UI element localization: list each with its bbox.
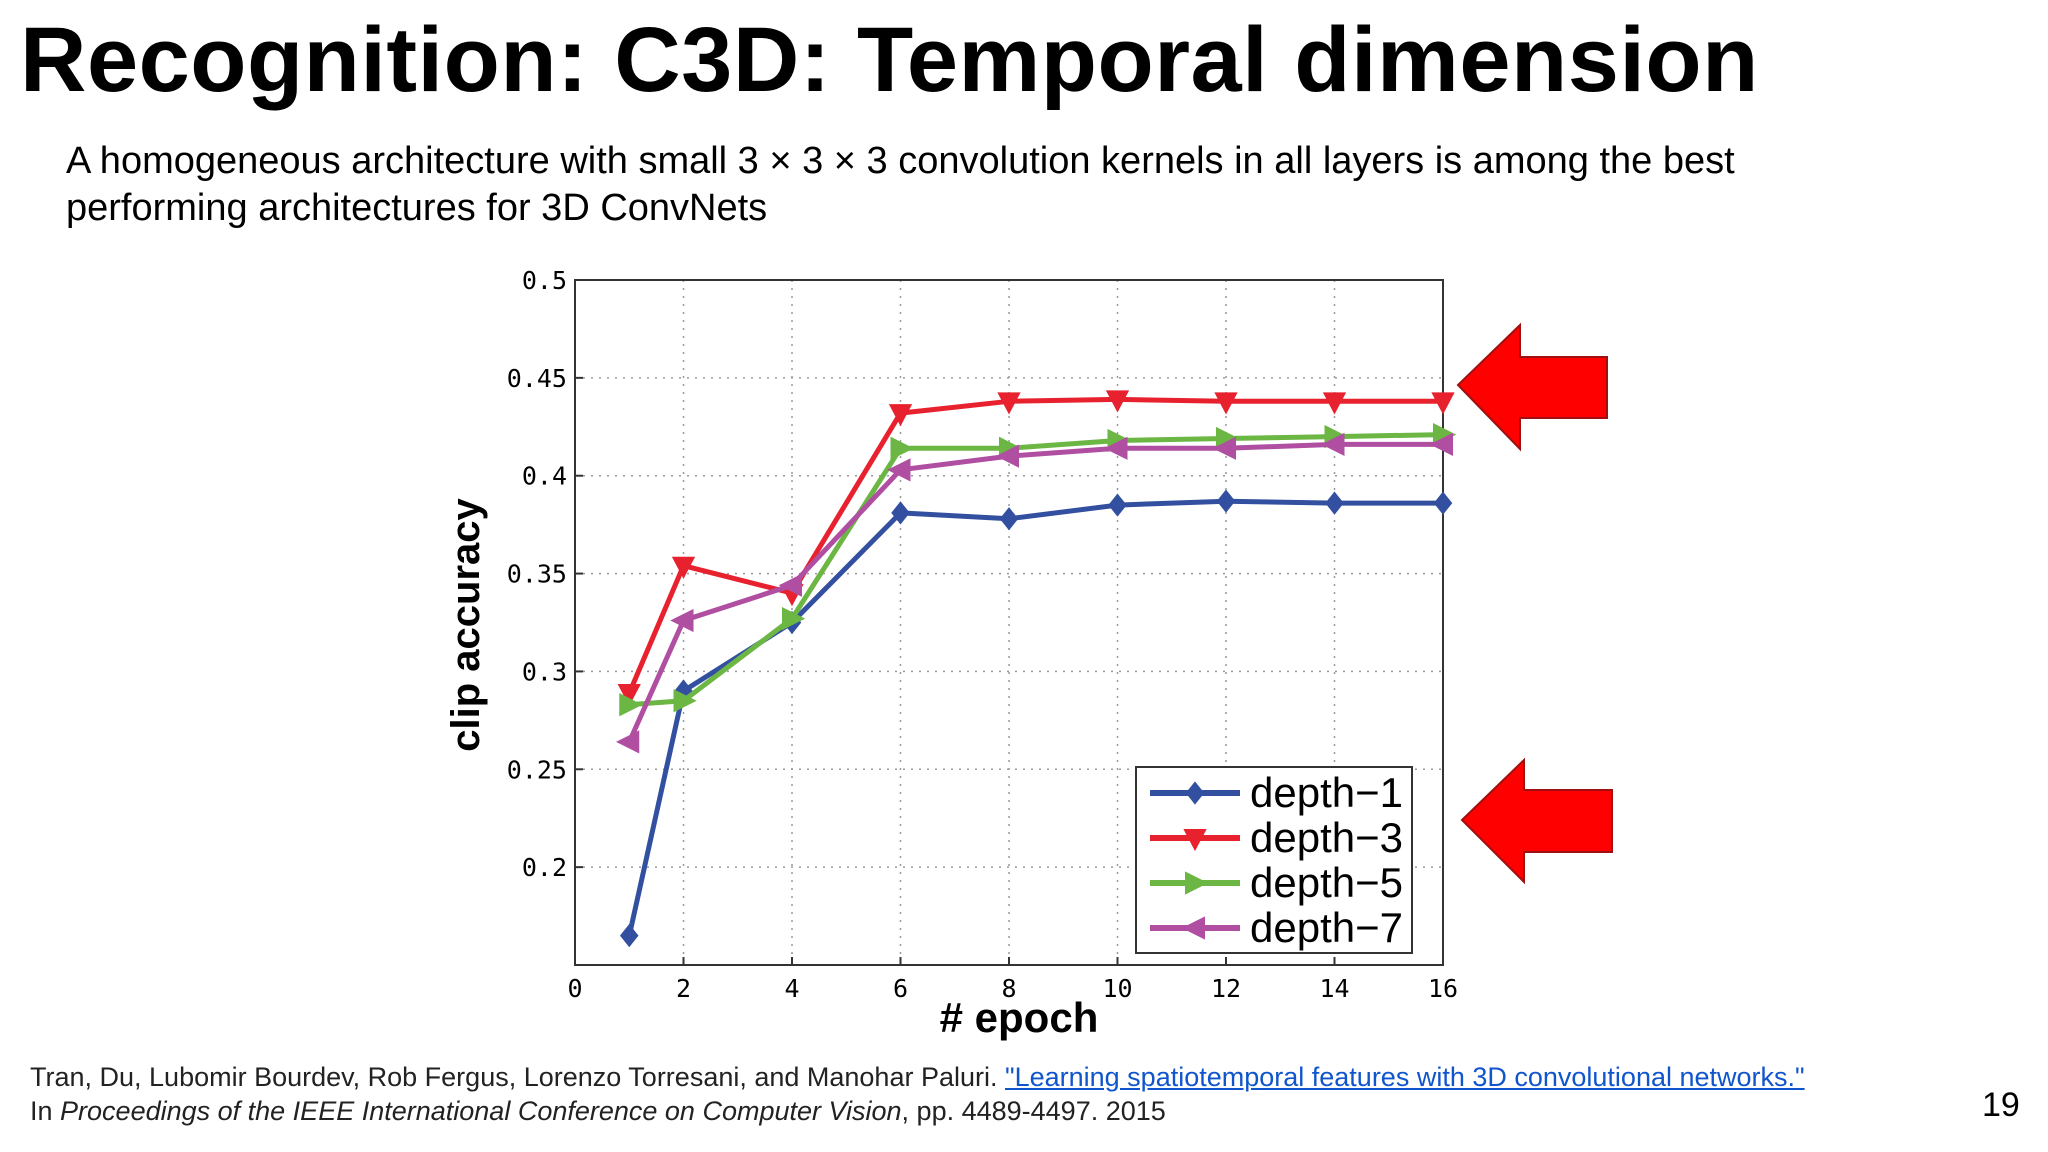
depth-5-point bbox=[619, 693, 643, 717]
depth-7-point bbox=[995, 444, 1019, 468]
x-tick-label: 2 bbox=[676, 974, 691, 1003]
depth-3-point bbox=[671, 556, 696, 579]
x-tick-label: 10 bbox=[1102, 974, 1132, 1003]
depth-7-point bbox=[616, 730, 640, 754]
depth-3-point bbox=[1322, 392, 1347, 415]
depth-1-point bbox=[999, 507, 1019, 531]
x-tick-label: 14 bbox=[1319, 974, 1349, 1003]
red-arrow-top bbox=[1456, 322, 1608, 452]
depth-1-legend-label: depth−1 bbox=[1250, 769, 1403, 816]
depth-7-line bbox=[627, 441, 1443, 743]
depth-3-legend-marker bbox=[1183, 829, 1207, 852]
depth-7-point bbox=[1104, 436, 1128, 460]
paper-link[interactable]: "Learning spatiotemporal features with 3… bbox=[1005, 1062, 1805, 1092]
depth-5-point bbox=[890, 436, 914, 460]
depth-1-point bbox=[619, 924, 639, 948]
depth-5-legend-marker bbox=[1185, 871, 1209, 895]
y-tick-label: 0.4 bbox=[522, 462, 567, 491]
red-arrow-bottom bbox=[1460, 757, 1613, 885]
y-tick-label: 0.3 bbox=[522, 657, 567, 686]
x-tick-label: 0 bbox=[567, 974, 582, 1003]
x-tick-label: 16 bbox=[1428, 974, 1458, 1003]
depth-7-point bbox=[778, 573, 802, 597]
depth-1-point bbox=[1108, 493, 1127, 517]
depth-7-point bbox=[670, 608, 694, 633]
depth-5-legend-label: depth−5 bbox=[1250, 859, 1403, 906]
depth-1-point bbox=[1325, 491, 1344, 515]
depth-1-point bbox=[1433, 491, 1453, 515]
depth-1-legend-marker bbox=[1185, 781, 1205, 805]
slide-subtitle: A homogeneous architecture with small 3 … bbox=[66, 140, 1735, 229]
depth-1-point bbox=[1216, 489, 1236, 513]
depth-3-point bbox=[997, 392, 1021, 415]
depth-7-legend-marker bbox=[1181, 916, 1205, 940]
citation: Tran, Du, Lubomir Bourdev, Rob Fergus, L… bbox=[30, 1060, 1805, 1128]
depth-7-legend-label: depth−7 bbox=[1250, 904, 1403, 951]
depth-5-point bbox=[782, 606, 806, 631]
citation-suffix: , pp. 4489-4497. 2015 bbox=[901, 1096, 1166, 1126]
depth-3-point bbox=[1214, 392, 1238, 415]
axis-ticks: 0 2 4 6 8 10 12 14 16 0.2 0.25 0.3 0.35 0.4 0.45 0.5 bbox=[507, 266, 1458, 1003]
citation-authors: Tran, Du, Lubomir Bourdev, Rob Fergus, L… bbox=[30, 1062, 1005, 1092]
depth-3-point bbox=[1431, 392, 1455, 415]
x-tick-label: 12 bbox=[1211, 974, 1241, 1003]
depth-3-point bbox=[888, 404, 913, 427]
depth-7-point bbox=[1429, 432, 1453, 457]
depth-3-legend-label: depth−3 bbox=[1250, 814, 1403, 861]
depth-7-point bbox=[1321, 432, 1345, 457]
series-lines bbox=[616, 390, 1457, 948]
depth-1-point bbox=[891, 501, 910, 525]
depth-7-point bbox=[887, 458, 911, 482]
x-axis-label: # epoch bbox=[940, 994, 1099, 1041]
depth-5-point bbox=[673, 689, 697, 713]
depth-7-point bbox=[1212, 436, 1236, 460]
y-tick-label: 0.5 bbox=[522, 266, 567, 295]
slide-title: Recognition: C3D: Temporal dimension bbox=[20, 9, 1759, 111]
depth-3-point bbox=[617, 683, 641, 707]
y-tick-label: 0.25 bbox=[507, 755, 567, 784]
x-tick-label: 8 bbox=[1001, 974, 1016, 1003]
citation-venue: Proceedings of the IEEE International Co… bbox=[60, 1096, 902, 1126]
page-number: 19 bbox=[1982, 1086, 2020, 1124]
x-tick-label: 6 bbox=[893, 974, 908, 1003]
x-tick-label: 4 bbox=[784, 974, 799, 1003]
y-tick-label: 0.35 bbox=[507, 560, 567, 589]
citation-prefix: In bbox=[30, 1096, 61, 1126]
depth-3-point bbox=[1105, 390, 1130, 413]
legend-box bbox=[1135, 766, 1413, 954]
y-tick-label: 0.45 bbox=[507, 364, 567, 393]
y-axis-label: clip accuracy bbox=[444, 498, 488, 752]
y-tick-label: 0.2 bbox=[522, 853, 567, 882]
